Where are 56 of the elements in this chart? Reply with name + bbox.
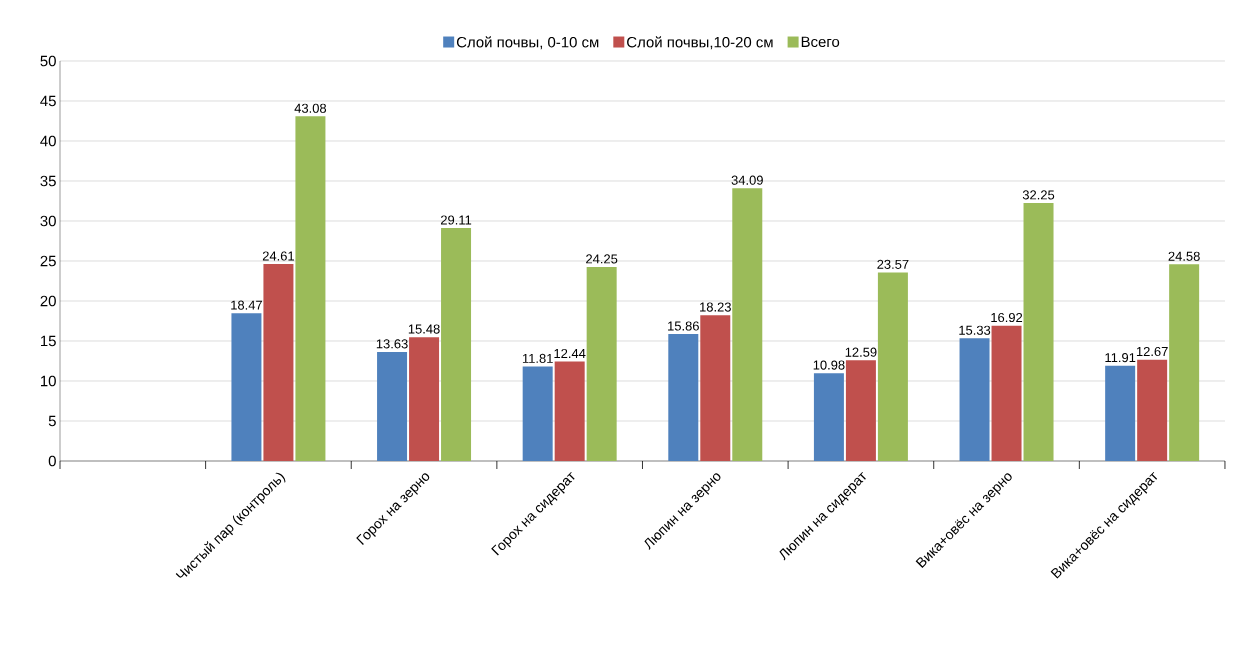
bar [377, 351, 408, 461]
data-label: 12.44 [554, 348, 586, 358]
bar [586, 267, 617, 461]
data-label: 18.47 [231, 300, 262, 310]
data-label: 34.09 [731, 175, 763, 185]
bar [845, 360, 876, 461]
bar [1105, 365, 1136, 461]
data-label: 24.61 [262, 251, 295, 261]
bar [732, 188, 763, 461]
y-tick-label: 20 [40, 295, 56, 307]
y-tick-label: 5 [48, 415, 56, 427]
data-label: 11.81 [522, 353, 553, 363]
bar [991, 325, 1022, 461]
bar [668, 334, 699, 461]
data-label: 13.63 [376, 339, 408, 349]
y-tick-label: 35 [40, 175, 56, 187]
y-tick-label: 10 [41, 375, 56, 387]
data-label: 24.25 [586, 254, 618, 264]
data-label: 24.58 [1168, 251, 1200, 261]
data-label: 16.92 [991, 312, 1023, 323]
bar [522, 366, 553, 461]
y-tick-label: 40 [40, 135, 56, 147]
legend-label: Всего [801, 36, 840, 48]
bar [554, 361, 585, 461]
y-tick-label: 50 [40, 55, 56, 67]
y-tick-label: 25 [40, 255, 56, 267]
bar [1137, 359, 1168, 461]
data-label: 15.86 [668, 321, 699, 331]
data-label: 12.59 [845, 347, 877, 357]
legend-label: Слой почвы, 0-10 см [456, 36, 599, 50]
bar [441, 228, 472, 461]
data-label: 15.33 [959, 325, 991, 335]
y-tick-label: 0 [48, 455, 56, 467]
bar [1023, 203, 1054, 461]
data-label: 29.11 [440, 215, 472, 225]
data-label: 23.57 [877, 259, 909, 269]
bar [813, 373, 844, 461]
y-tick-label: 15 [41, 335, 56, 347]
bar [231, 313, 262, 461]
data-label: 15.48 [408, 324, 440, 334]
bar [1169, 264, 1200, 461]
y-tick-label: 45 [40, 95, 56, 107]
bar [877, 272, 908, 461]
legend-label: Слой почвы,10-20 см [627, 36, 773, 50]
bar [700, 315, 731, 461]
y-tick-label: 30 [40, 215, 56, 227]
data-label: 10.98 [813, 360, 845, 370]
data-label: 43.08 [294, 103, 327, 113]
data-label: 12.67 [1136, 346, 1168, 357]
data-label: 32.25 [1022, 190, 1055, 200]
data-label: 11.91 [1105, 353, 1136, 363]
bar [263, 264, 294, 461]
bar [295, 116, 326, 461]
bar [959, 338, 990, 461]
bar [409, 337, 440, 461]
data-label: 18.23 [700, 302, 731, 312]
